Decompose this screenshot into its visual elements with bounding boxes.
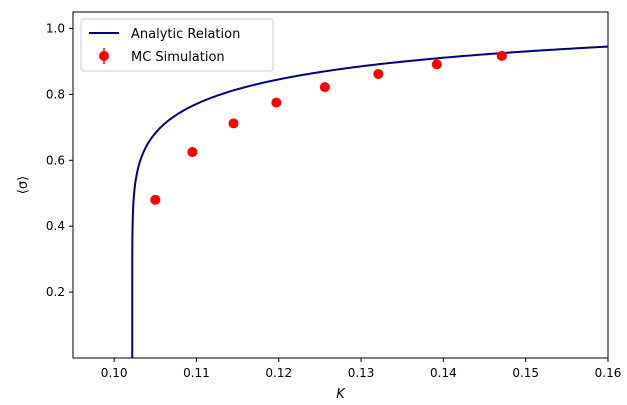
mc-simulation-point: [431, 59, 442, 70]
mc-simulation-point: [319, 82, 330, 93]
mc-simulation-point: [271, 97, 282, 108]
x-tick-label: 0.11: [183, 366, 210, 380]
x-tick-label: 0.12: [265, 366, 292, 380]
y-tick-label: 0.2: [46, 285, 65, 299]
x-tick-label: 0.13: [348, 366, 375, 380]
y-axis-title: ⟨σ⟩: [16, 176, 31, 194]
y-tick-label: 0.6: [46, 153, 65, 167]
legend-box: [80, 18, 274, 72]
legend: Analytic Relation MC Simulation: [80, 18, 274, 72]
axes-frame: [72, 11, 609, 359]
mc-simulation-point: [187, 147, 198, 158]
y-tick-label: 0.4: [46, 219, 65, 233]
legend-label-analytic: Analytic Relation: [131, 27, 240, 42]
mc-simulation-point: [150, 194, 161, 205]
x-axis-title: K: [336, 387, 346, 402]
x-tick-label: 0.15: [512, 366, 539, 380]
x-tick-label: 0.14: [430, 366, 457, 380]
mc-simulation-point: [496, 50, 507, 61]
plot-area: [131, 45, 608, 358]
x-tick-label: 0.10: [101, 366, 128, 380]
legend-label-mc: MC Simulation: [131, 50, 225, 65]
x-tick-label: 0.16: [595, 366, 622, 380]
axes: 0.10 0.11 0.12 0.13 0.14 0.15 0.16 0.2 0.4 0.6 0.8…: [16, 11, 622, 402]
mc-simulation-point: [228, 118, 239, 129]
y-tick-label: 0.8: [46, 87, 65, 101]
y-tick-label: 1.0: [46, 21, 65, 35]
mc-simulation-point: [373, 68, 384, 79]
analytic-relation-line: [131, 45, 608, 358]
legend-marker-swatch: [99, 51, 109, 61]
